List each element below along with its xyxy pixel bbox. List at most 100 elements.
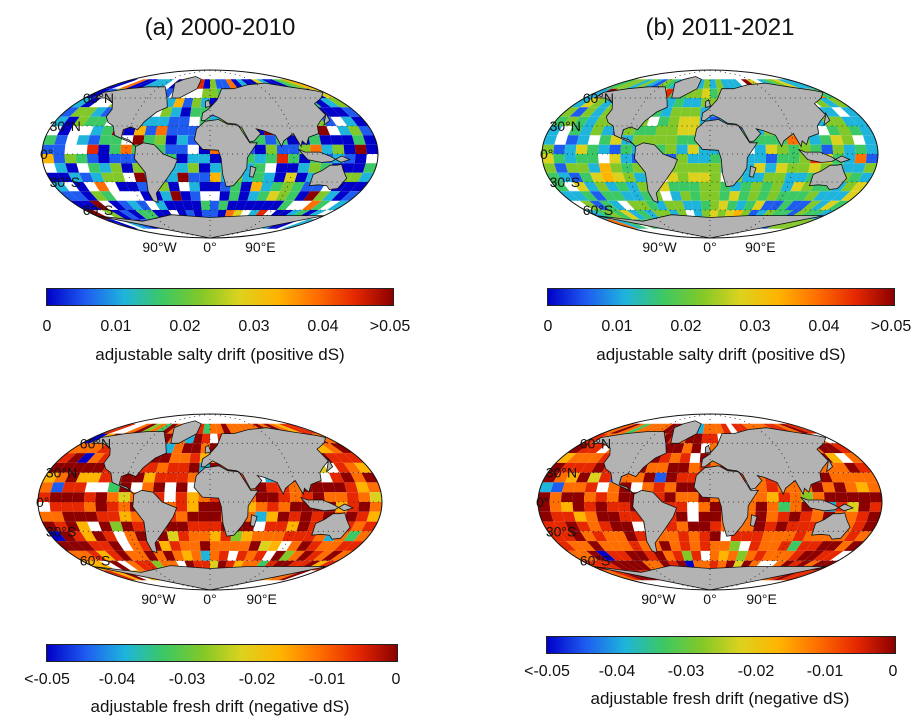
grid-cell	[620, 154, 633, 164]
grid-cell	[109, 144, 121, 154]
grid-cell	[587, 521, 602, 532]
lat-label: 30°S	[50, 174, 81, 190]
grid-cell	[199, 182, 210, 192]
grid-cell	[579, 200, 602, 210]
grid-cell	[598, 560, 624, 571]
grid-cell	[560, 492, 574, 502]
grid-cell	[753, 163, 766, 173]
grid-cell	[168, 541, 182, 551]
lat-label: 30°S	[546, 523, 577, 539]
land-mass	[204, 444, 212, 454]
grid-cell	[566, 453, 587, 463]
grid-cell	[86, 144, 99, 154]
grid-cell	[539, 482, 554, 493]
grid-cell	[853, 462, 873, 473]
grid-cell	[576, 453, 596, 463]
grid-cell	[710, 433, 719, 444]
grid-cell	[361, 472, 378, 483]
grid-cell	[312, 550, 334, 561]
grid-cell	[609, 191, 627, 201]
grid-cell	[120, 154, 133, 164]
grid-cell	[558, 462, 577, 473]
grid-cell	[865, 144, 878, 154]
grid-cell	[343, 531, 362, 542]
grid-cell	[72, 116, 90, 126]
grid-cell	[347, 172, 363, 182]
grid-cell	[86, 453, 106, 463]
grid-cell	[618, 210, 640, 220]
land-mass	[300, 496, 355, 512]
grid-cell	[165, 472, 178, 483]
grid-cell	[101, 210, 126, 220]
grid-cell	[352, 135, 366, 145]
grid-cell	[715, 79, 725, 89]
grid-cell	[776, 79, 809, 89]
grid-cell	[611, 172, 626, 182]
grid-cell	[575, 154, 588, 164]
grid-cell	[618, 79, 649, 89]
grid-cell	[210, 502, 222, 512]
colorbar-salty-left	[46, 288, 394, 306]
grid-cell	[744, 550, 758, 561]
grid-cell	[109, 210, 133, 220]
grid-cell	[166, 126, 179, 136]
grid-cell	[165, 135, 178, 145]
grid-cell	[318, 98, 341, 108]
grid-cell	[76, 550, 99, 561]
grid-cell	[710, 182, 721, 192]
grid-cell	[187, 502, 199, 512]
grid-cell	[87, 472, 102, 483]
grid-cell	[543, 163, 558, 173]
grid-cell	[626, 200, 644, 210]
grid-cell	[247, 191, 261, 201]
grid-cell	[341, 163, 355, 173]
grid-cell	[333, 462, 351, 473]
grid-cell	[255, 502, 268, 512]
grid-cell	[220, 79, 232, 89]
grid-cell	[175, 511, 188, 522]
grid-cell	[340, 116, 358, 126]
grid-cell	[86, 550, 108, 561]
grid-cell	[107, 541, 125, 551]
grid-cell	[595, 550, 616, 561]
grid-cell	[69, 107, 89, 117]
grid-cell	[61, 482, 76, 493]
grid-cell	[201, 433, 210, 444]
grid-cell	[698, 511, 710, 522]
grid-cell	[789, 502, 802, 512]
grid-cell	[310, 482, 324, 493]
grid-cell	[799, 511, 813, 522]
grid-cell	[39, 482, 54, 493]
land-mass	[91, 431, 167, 495]
grid-cell	[857, 172, 874, 182]
grid-cell	[159, 107, 173, 117]
lat-label: 60°S	[580, 553, 611, 569]
grid-cell	[187, 163, 200, 173]
grid-cell	[855, 511, 870, 522]
grid-cell	[593, 182, 610, 192]
grid-cell	[262, 172, 276, 182]
grid-cell	[786, 541, 803, 551]
ocean-grid	[538, 414, 882, 590]
grid-cell	[50, 511, 65, 522]
grid-cell	[589, 172, 605, 182]
grid-cell	[264, 135, 277, 145]
lon-label: 90°E	[745, 239, 776, 255]
tick-fresh-right-0: <-0.05	[524, 663, 570, 680]
grid-cell	[607, 511, 621, 522]
grid-cell	[850, 116, 869, 126]
grid-cell	[336, 126, 352, 136]
grid-cell	[210, 423, 218, 434]
grid-cell	[357, 126, 374, 136]
grid-cell	[146, 116, 160, 126]
grid-cell	[301, 200, 322, 210]
grid-cell	[72, 502, 85, 512]
grid-cell	[355, 482, 370, 493]
grid-cell	[854, 144, 867, 154]
tick-salty-right-2: 0.02	[670, 318, 702, 335]
grid-cell	[88, 200, 110, 210]
land-mass	[171, 76, 202, 99]
tick-fresh-left-1: -0.04	[98, 671, 136, 688]
grid-cell	[59, 107, 80, 117]
colorbar-fresh-right	[546, 636, 896, 654]
